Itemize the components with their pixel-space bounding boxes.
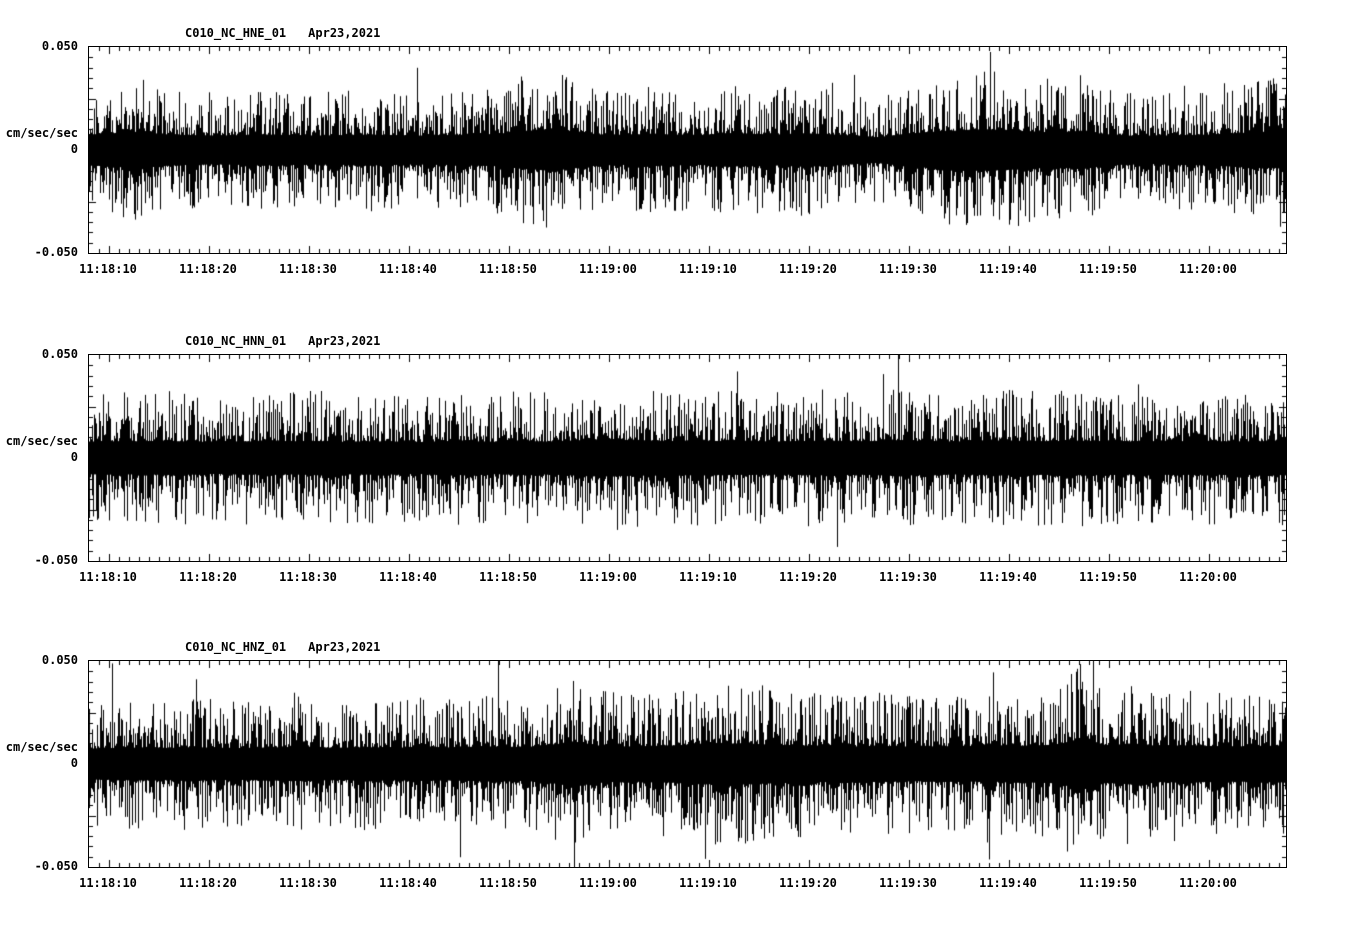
y-tick-label-bottom: -0.050 [34, 553, 78, 567]
waveform-canvas [89, 661, 1286, 867]
x-tick-label: 11:19:40 [979, 876, 1037, 890]
x-tick-label: 11:19:40 [979, 262, 1037, 276]
waveform-canvas [89, 47, 1286, 253]
seismogram-panel-hne: C010_NC_HNE_01 Apr23,2021 0.050 cm/sec/se… [0, 26, 1358, 326]
trace-date: Apr23,2021 [308, 26, 381, 40]
x-tick-label: 11:19:20 [779, 570, 837, 584]
x-tick-label: 11:18:10 [79, 262, 137, 276]
y-tick-label-bottom: -0.050 [34, 245, 78, 259]
x-tick-label: 11:19:30 [879, 876, 937, 890]
x-tick-label: 11:18:50 [479, 570, 537, 584]
x-tick-label: 11:19:10 [679, 876, 737, 890]
x-tick-label: 11:18:30 [279, 570, 337, 584]
x-tick-label: 11:19:20 [779, 262, 837, 276]
panel-title-row: C010_NC_HNN_01 Apr23,2021 [185, 334, 380, 348]
trace-date: Apr23,2021 [308, 640, 381, 654]
plot-area [88, 46, 1287, 254]
y-tick-label-bottom: -0.050 [34, 859, 78, 873]
x-tick-label: 11:18:10 [79, 570, 137, 584]
x-tick-label: 11:19:20 [779, 876, 837, 890]
plot-area [88, 660, 1287, 868]
panel-title-row: C010_NC_HNZ_01 Apr23,2021 [185, 640, 380, 654]
y-tick-label-zero: 0 [70, 450, 78, 464]
trace-date: Apr23,2021 [308, 334, 381, 348]
x-axis-labels: 11:18:10 11:18:20 11:18:30 11:18:40 11:18:50… [79, 876, 1285, 892]
x-tick-label: 11:19:00 [579, 876, 637, 890]
seismogram-panel-hnz: C010_NC_HNZ_01 Apr23,2021 0.050 cm/sec/se… [0, 640, 1358, 940]
y-tick-label-top: 0.050 [41, 347, 78, 361]
x-tick-label: 11:19:30 [879, 262, 937, 276]
x-tick-label: 11:18:20 [179, 876, 237, 890]
y-tick-label-top: 0.050 [41, 653, 78, 667]
waveform-canvas [89, 355, 1286, 561]
x-tick-label: 11:18:10 [79, 876, 137, 890]
x-tick-label: 11:19:50 [1079, 570, 1137, 584]
seismogram-panel-hnn: C010_NC_HNN_01 Apr23,2021 0.050 cm/sec/se… [0, 334, 1358, 634]
x-axis-labels: 11:18:10 11:18:20 11:18:30 11:18:40 11:18:50… [79, 262, 1285, 278]
y-axis-units-label: cm/sec/sec [5, 434, 78, 448]
x-tick-label: 11:19:30 [879, 570, 937, 584]
panel-title-row: C010_NC_HNE_01 Apr23,2021 [185, 26, 380, 40]
x-tick-label: 11:19:10 [679, 570, 737, 584]
x-tick-label: 11:19:50 [1079, 262, 1137, 276]
x-tick-label: 11:18:50 [479, 876, 537, 890]
y-axis-units-label: cm/sec/sec [5, 126, 78, 140]
y-tick-label-zero: 0 [70, 142, 78, 156]
trace-title: C010_NC_HNN_01 [185, 334, 287, 348]
x-tick-label: 11:19:50 [1079, 876, 1137, 890]
trace-title: C010_NC_HNE_01 [185, 26, 287, 40]
x-tick-label: 11:18:30 [279, 876, 337, 890]
x-axis-labels: 11:18:10 11:18:20 11:18:30 11:18:40 11:18:50… [79, 570, 1285, 586]
x-tick-label: 11:20:00 [1179, 262, 1237, 276]
x-tick-label: 11:18:30 [279, 262, 337, 276]
plot-area [88, 354, 1287, 562]
y-tick-label-zero: 0 [70, 756, 78, 770]
x-tick-label: 11:18:40 [379, 570, 437, 584]
x-tick-label: 11:18:40 [379, 876, 437, 890]
x-tick-label: 11:19:00 [579, 570, 637, 584]
x-tick-label: 11:20:00 [1179, 570, 1237, 584]
x-tick-label: 11:18:40 [379, 262, 437, 276]
x-tick-label: 11:19:40 [979, 570, 1037, 584]
x-tick-label: 11:19:10 [679, 262, 737, 276]
x-tick-label: 11:18:20 [179, 262, 237, 276]
y-tick-label-top: 0.050 [41, 39, 78, 53]
x-tick-label: 11:18:50 [479, 262, 537, 276]
x-tick-label: 11:20:00 [1179, 876, 1237, 890]
trace-title: C010_NC_HNZ_01 [185, 640, 287, 654]
x-tick-label: 11:18:20 [179, 570, 237, 584]
x-tick-label: 11:19:00 [579, 262, 637, 276]
y-axis-units-label: cm/sec/sec [5, 740, 78, 754]
